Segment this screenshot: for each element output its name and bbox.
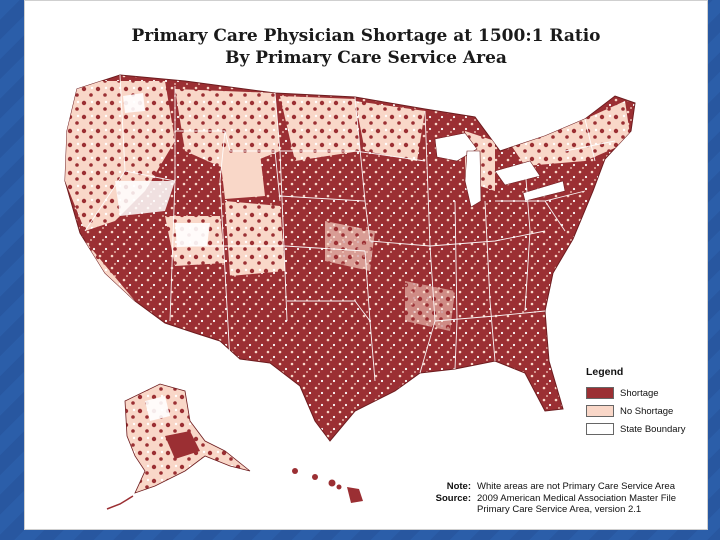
note-text: White areas are not Primary Care Service… (477, 481, 675, 492)
source-row: Source: 2009 American Medical Associatio… (427, 493, 702, 505)
contiguous-us (64, 74, 636, 442)
legend-label-state-boundary: State Boundary (620, 423, 686, 435)
map-title-line-1: Primary Care Physician Shortage at 1500:… (131, 26, 601, 46)
us-shortage-map (64, 74, 636, 510)
legend-label-no-shortage: No Shortage (620, 405, 674, 417)
source-line-2: Primary Care Service Area, version 2.1 (477, 504, 642, 515)
no-shortage-swatch (586, 405, 614, 417)
legend-item-state-boundary: State Boundary (586, 420, 706, 438)
source-row-2: Primary Care Service Area, version 2.1 (427, 504, 702, 516)
notes-block: Note: White areas are not Primary Care S… (427, 481, 702, 516)
shortage-swatch (586, 387, 614, 399)
map-title-line-2: By Primary Care Service Area (225, 48, 507, 68)
hawaii (292, 468, 363, 503)
note-row: Note: White areas are not Primary Care S… (427, 481, 702, 493)
state-boundary-swatch (586, 423, 614, 435)
legend-item-no-shortage: No Shortage (586, 402, 706, 420)
alaska (106, 383, 251, 510)
map-title: Primary Care Physician Shortage at 1500:… (25, 25, 707, 69)
legend-item-shortage: Shortage (586, 384, 706, 402)
legend: Legend Shortage No Shortage State Bounda… (586, 366, 706, 438)
legend-label-shortage: Shortage (620, 387, 659, 399)
note-key: Note: (446, 481, 471, 492)
slide-frame: Primary Care Physician Shortage at 1500:… (24, 0, 708, 530)
source-line-1: 2009 American Medical Association Master… (477, 492, 677, 504)
legend-title: Legend (586, 366, 624, 378)
source-key: Source: (435, 492, 471, 504)
